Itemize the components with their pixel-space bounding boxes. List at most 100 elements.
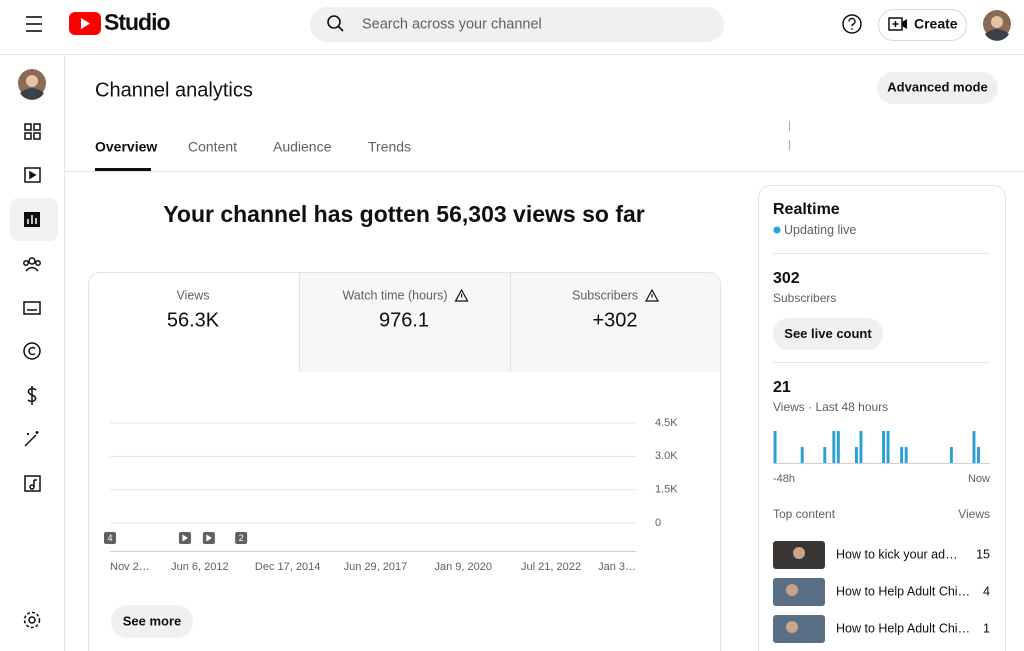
top-content-label: Top content <box>773 507 836 521</box>
warning-icon <box>454 288 469 302</box>
bar <box>773 431 777 463</box>
tab[interactable]: Audience <box>273 139 332 155</box>
marker-label: 2 <box>239 533 244 543</box>
live-dot <box>773 226 781 234</box>
nav-earn[interactable] <box>27 386 37 405</box>
see-more-label: See more <box>123 613 182 628</box>
y-tick-label: 0 <box>655 517 661 529</box>
y-tick-label: 4.5K <box>655 417 678 429</box>
content-views: 15 <box>976 547 990 561</box>
bar <box>859 431 863 463</box>
views-column-label: Views <box>958 507 990 521</box>
bar <box>972 431 976 463</box>
metric-label: Subscribers <box>572 288 638 302</box>
bar <box>886 431 890 463</box>
metrics-card <box>88 272 721 651</box>
nav-dashboard[interactable] <box>24 123 41 140</box>
top-content-item[interactable]: How to Help Adult Chi… 4 <box>773 578 990 606</box>
nav-settings[interactable] <box>23 611 41 629</box>
bar <box>800 447 804 463</box>
metric-value: 56.3K <box>167 309 220 331</box>
tab[interactable]: Content <box>188 139 237 155</box>
x-tick-label: Dec 17, 2014 <box>255 561 320 573</box>
metric-tab[interactable]: Watch time (hours) 976.1 <box>342 288 447 331</box>
metric-value: 976.1 <box>379 309 429 331</box>
page-title: Channel analytics <box>95 79 253 101</box>
y-tick-label: 1.5K <box>655 484 678 496</box>
content-views: 1 <box>983 621 990 635</box>
marker-play <box>206 534 212 542</box>
headline: Your channel has gotten 56,303 views so … <box>163 201 645 227</box>
search-placeholder: Search across your channel <box>362 16 542 32</box>
realtime-views: 21 <box>773 379 791 396</box>
metric-tab[interactable]: Views 56.3K <box>167 288 220 331</box>
advanced-mode-button[interactable]: Advanced mode <box>877 72 998 104</box>
logo[interactable]: Studio <box>69 9 171 35</box>
top-content-item[interactable]: How to Help Adult Chi… 1 <box>773 615 990 643</box>
x-tick-label: Jun 6, 2012 <box>171 561 229 573</box>
nav-copyright[interactable] <box>23 342 41 360</box>
help-button[interactable] <box>842 14 862 34</box>
tab[interactable]: Overview <box>95 139 157 155</box>
chart-marker[interactable]: 4 <box>104 532 116 544</box>
realtime-card <box>758 185 1006 651</box>
realtime-title: Realtime <box>773 201 840 218</box>
search-box[interactable]: Search across your channel <box>310 7 724 42</box>
advanced-mode-label: Advanced mode <box>887 79 987 94</box>
x-tick-label: Now <box>968 473 990 485</box>
bar <box>949 447 953 463</box>
menu-button[interactable] <box>26 16 42 32</box>
content-views: 4 <box>983 584 990 598</box>
bar <box>900 447 904 463</box>
warning-icon <box>644 288 660 302</box>
bar <box>854 447 858 463</box>
x-tick-label: Jun 29, 2017 <box>344 561 408 573</box>
bar <box>823 447 827 463</box>
x-tick-label: -48h <box>773 473 795 485</box>
nav-subtitles[interactable] <box>23 301 41 315</box>
bar <box>832 431 836 463</box>
y-tick-label: 3.0K <box>655 450 678 462</box>
views-chart: 0 1.5K 3.0K 4.5K Nov 2… Jun 6, 2012 Dec 17, 20… <box>104 417 678 573</box>
bar <box>882 431 886 463</box>
bar <box>904 447 908 463</box>
chart-marker[interactable] <box>178 532 191 544</box>
marker-label: 4 <box>107 533 112 543</box>
nav-analytics[interactable] <box>24 212 40 227</box>
content-title: How to Help Adult Chi… <box>836 584 970 598</box>
chart-marker[interactable]: 2 <box>235 532 248 544</box>
see-more-button[interactable]: See more <box>111 605 193 638</box>
marker-box <box>235 532 248 544</box>
chart-marker[interactable] <box>202 532 215 544</box>
x-tick-label: Jan 3… <box>598 561 636 573</box>
create-label: Create <box>914 16 958 32</box>
marker-box <box>104 532 116 544</box>
subscriber-count: 302 <box>773 270 800 287</box>
logo-text: Studio <box>104 9 170 35</box>
x-tick-label: Nov 2… <box>110 561 150 573</box>
metric-label: Watch time (hours) <box>342 288 447 302</box>
top-content-item[interactable]: How to kick your ad… 15 <box>773 541 990 569</box>
metric-value: +302 <box>592 309 637 331</box>
bar <box>977 447 980 463</box>
content-title: How to kick your ad… <box>836 547 958 561</box>
bar <box>836 431 840 463</box>
content-title: How to Help Adult Chi… <box>836 621 970 635</box>
x-tick-label: Jan 9, 2020 <box>434 561 492 573</box>
realtime-status: Updating live <box>784 223 856 237</box>
account-avatar[interactable] <box>983 10 1011 41</box>
realtime-views-label: Views · Last 48 hours <box>773 400 888 414</box>
nav-community[interactable] <box>23 257 41 272</box>
see-live-count-button[interactable]: See live count <box>773 318 883 350</box>
create-button[interactable]: Create <box>878 9 967 41</box>
tab[interactable]: Trends <box>368 139 411 155</box>
nav-content[interactable] <box>24 167 41 183</box>
active-tab-indicator <box>95 168 151 171</box>
metric-tab[interactable]: Subscribers +302 <box>572 288 638 331</box>
nav-audio-library[interactable] <box>24 475 41 492</box>
marker-play <box>182 534 188 542</box>
realtime-chart: -48h Now <box>773 431 990 485</box>
channel-avatar[interactable] <box>18 69 46 100</box>
nav-customization[interactable] <box>24 431 39 447</box>
